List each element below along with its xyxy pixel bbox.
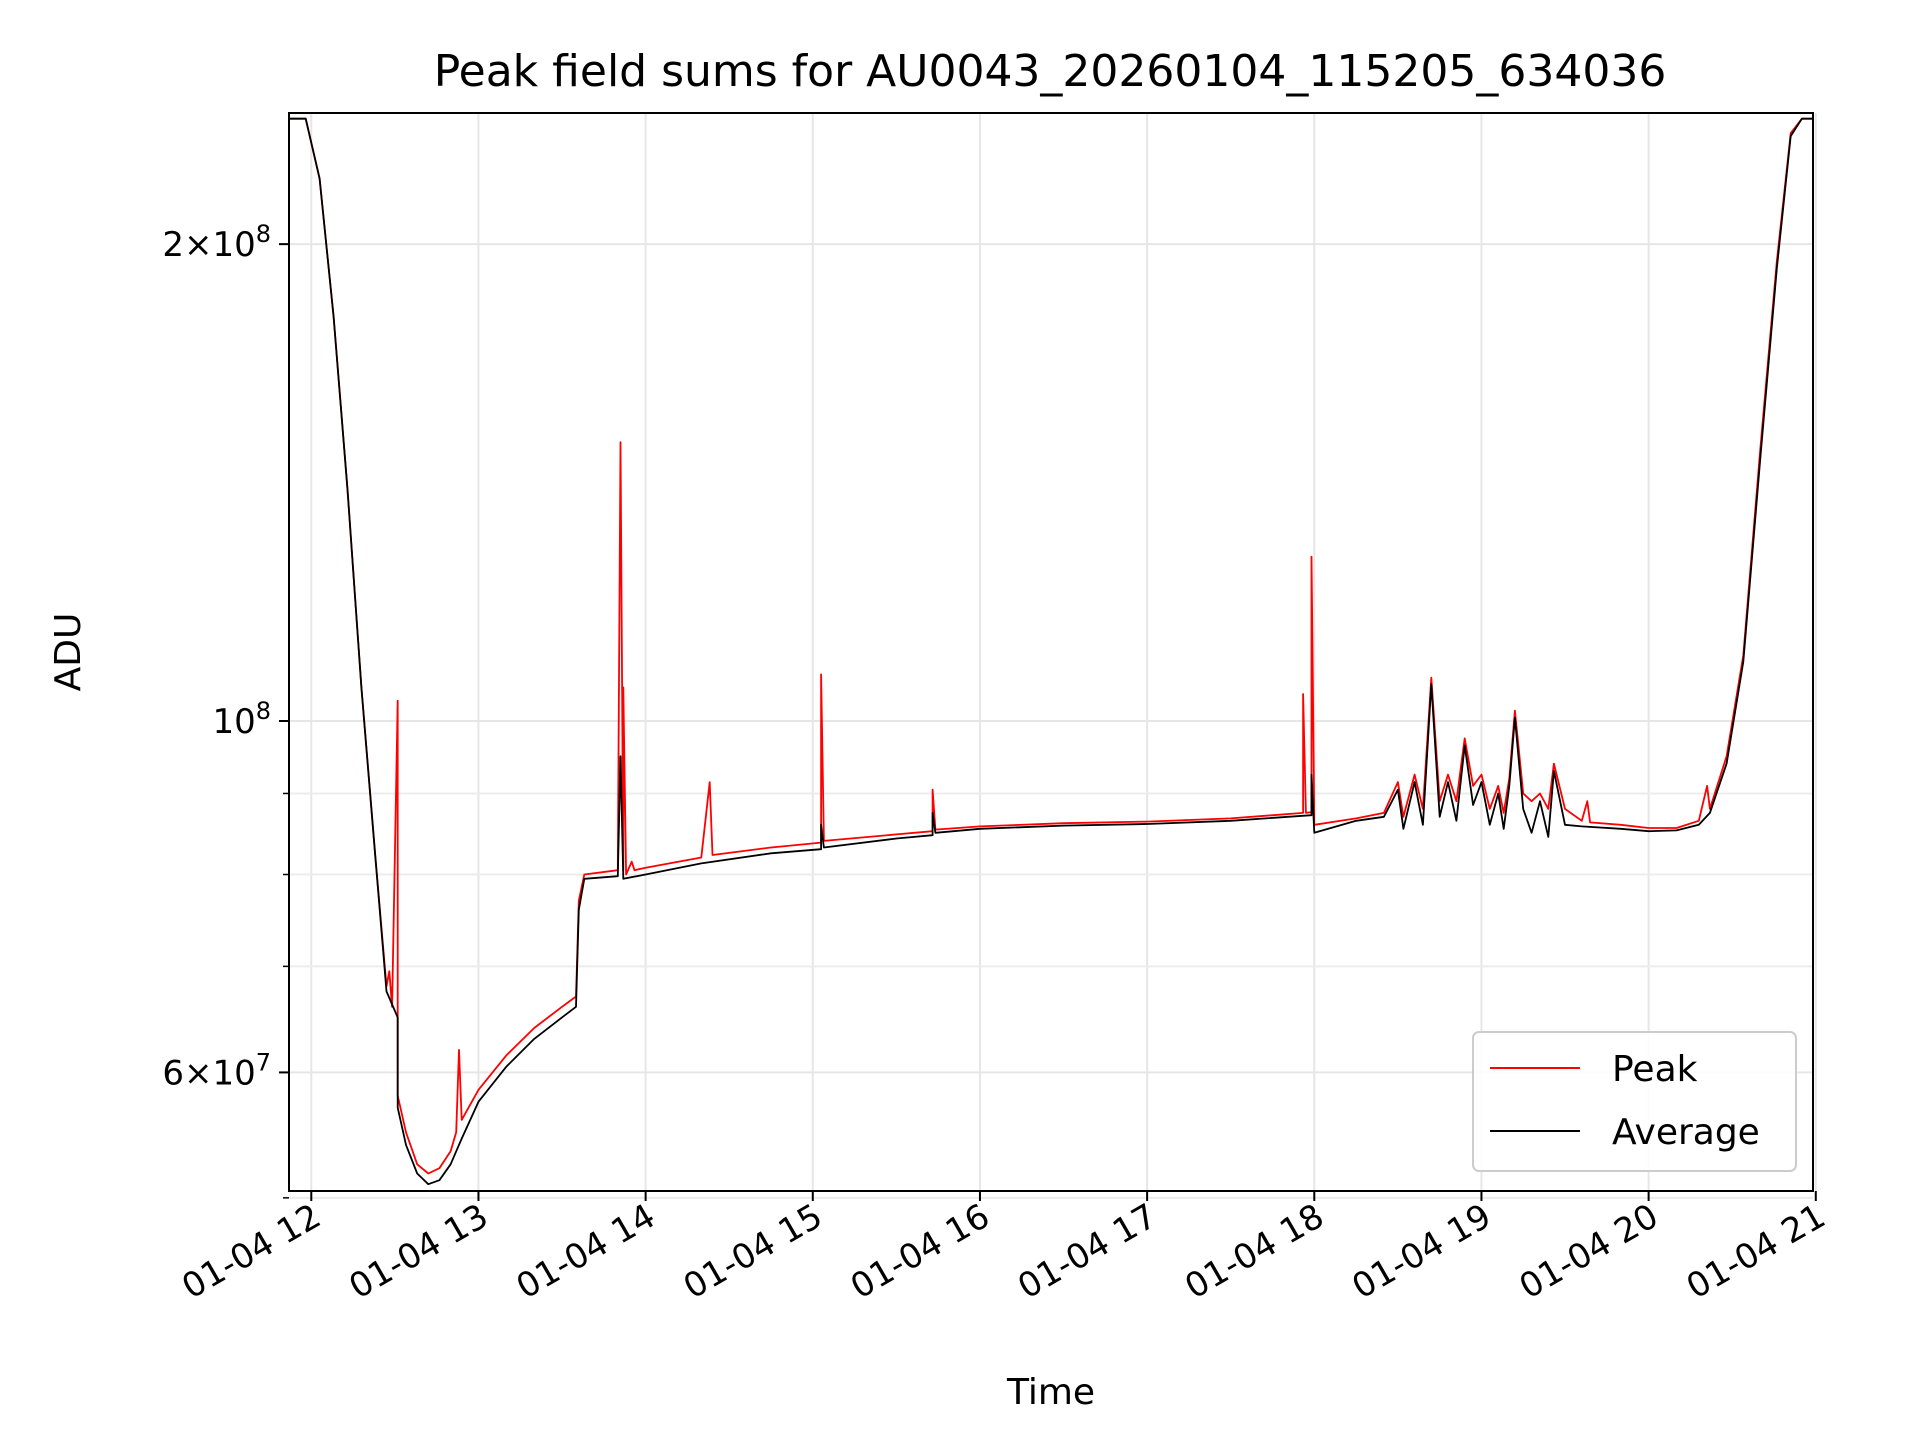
plot-frame	[288, 112, 1814, 1192]
y-tick-label: 108	[212, 697, 271, 742]
series-group	[289, 117, 1813, 1186]
legend-box	[1472, 1031, 1797, 1172]
y-tick-label: 6×107	[162, 1048, 271, 1093]
series-line-peak	[289, 117, 1813, 1175]
chart-title: Peak field sums for AU0043_20260104_1152…	[434, 46, 1667, 97]
legend: Peak Average	[1472, 1031, 1797, 1172]
y-axis: 6×107 108 2×108	[162, 220, 289, 1199]
y-axis-label: ADU	[48, 613, 89, 692]
x-axis-label: Time	[1006, 1372, 1095, 1413]
legend-label-average: Average	[1612, 1112, 1760, 1153]
series-line-average	[289, 117, 1813, 1186]
legend-label-peak: Peak	[1612, 1049, 1698, 1090]
y-tick-label: 2×108	[162, 220, 271, 265]
